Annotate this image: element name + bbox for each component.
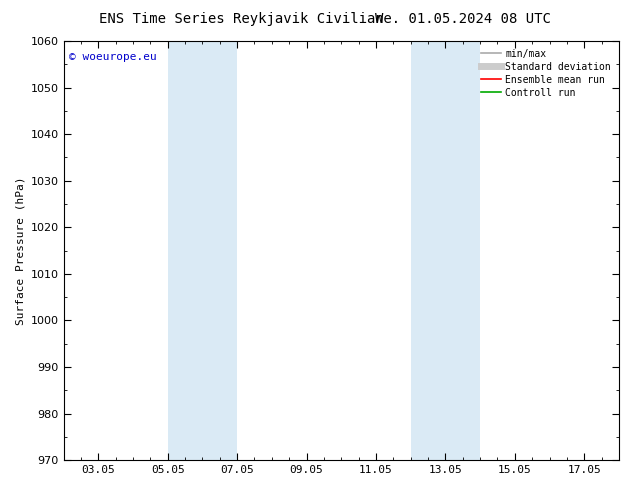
Text: ENS Time Series Reykjavik Civilian: ENS Time Series Reykjavik Civilian [98, 12, 384, 26]
Bar [411, 41, 480, 460]
Legend: min/max, Standard deviation, Ensemble mean run, Controll run: min/max, Standard deviation, Ensemble me… [478, 46, 614, 100]
Text: We. 01.05.2024 08 UTC: We. 01.05.2024 08 UTC [375, 12, 551, 26]
Text: © woeurope.eu: © woeurope.eu [69, 51, 157, 62]
Bar [167, 41, 237, 460]
Y-axis label: Surface Pressure (hPa): Surface Pressure (hPa) [15, 176, 25, 325]
